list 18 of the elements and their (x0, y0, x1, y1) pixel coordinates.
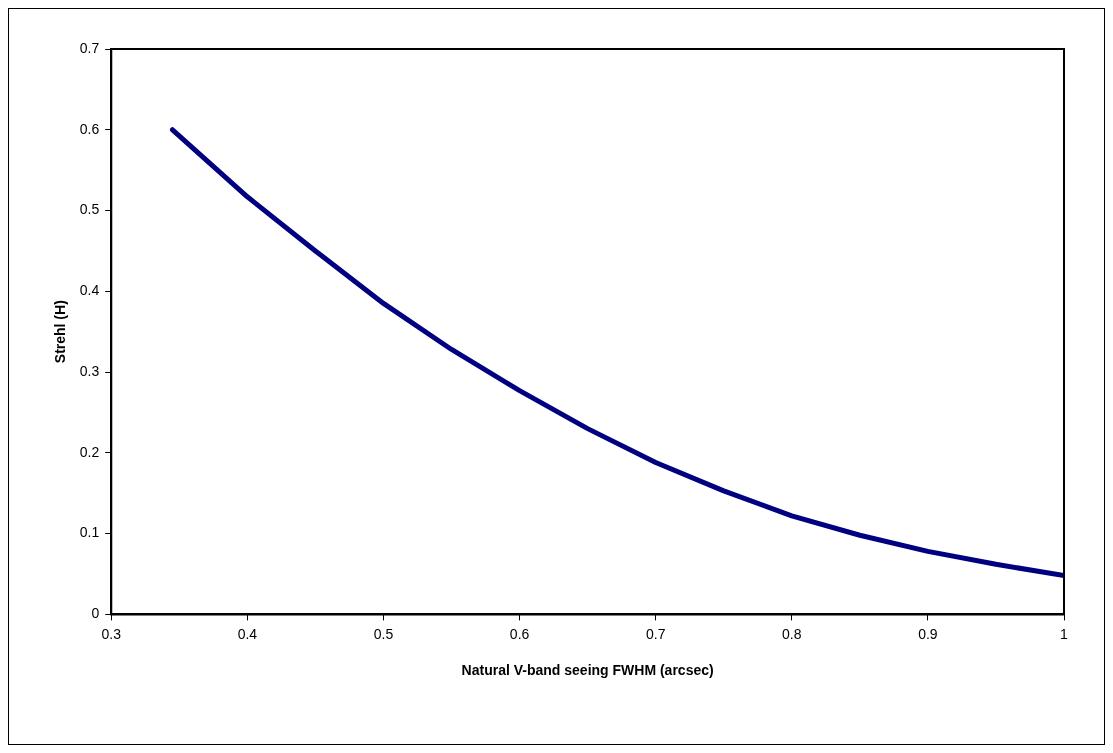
x-tick-label: 1 (1060, 625, 1069, 642)
y-tick-label: 0.3 (79, 362, 100, 379)
y-axis-title: Strehl (H) (52, 300, 69, 364)
y-tick-label: 0.1 (79, 524, 100, 541)
y-tick-label: 0 (91, 605, 100, 622)
x-tick-label: 0.5 (373, 625, 394, 642)
x-tick-label: 0.6 (509, 625, 530, 642)
x-tick-label: 0.4 (237, 625, 258, 642)
y-tick-label: 0.2 (79, 443, 100, 460)
x-tick-label: 0.8 (782, 625, 802, 642)
x-axis-title: Natural V-band seeing FWHM (arcsec) (461, 662, 714, 679)
x-tick-label: 0.9 (918, 625, 938, 642)
y-tick-label: 0.6 (79, 120, 100, 137)
y-tick-label: 0.7 (79, 39, 100, 56)
y-tick-label: 0.4 (79, 282, 100, 299)
x-tick-label: 0.3 (101, 625, 122, 642)
x-tick-label: 0.7 (645, 625, 666, 642)
y-tick-label: 0.5 (79, 201, 100, 218)
